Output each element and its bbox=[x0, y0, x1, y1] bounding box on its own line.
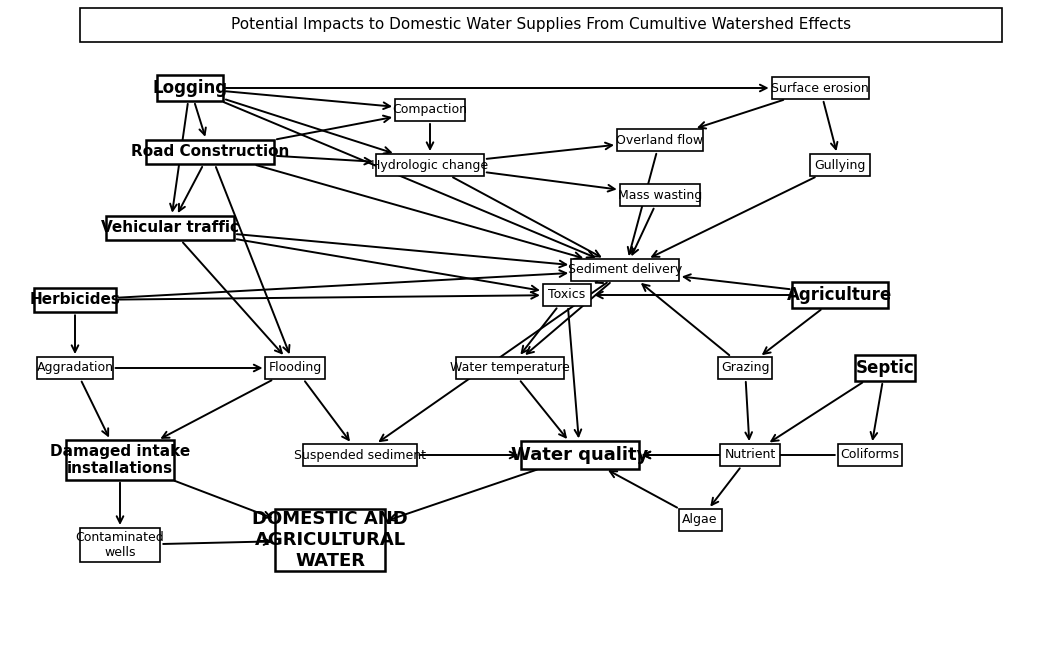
Bar bbox=[718, 357, 772, 379]
Bar bbox=[265, 357, 324, 379]
Bar bbox=[303, 444, 416, 466]
Text: Contaminated
wells: Contaminated wells bbox=[76, 531, 165, 559]
Text: Logging: Logging bbox=[152, 79, 227, 97]
Bar bbox=[34, 288, 116, 312]
Text: Toxics: Toxics bbox=[549, 288, 586, 302]
Text: Vehicular traffic: Vehicular traffic bbox=[101, 221, 239, 235]
Bar bbox=[617, 129, 703, 151]
Text: Agriculture: Agriculture bbox=[787, 286, 892, 304]
Text: Gullying: Gullying bbox=[814, 159, 866, 171]
Text: Coliforms: Coliforms bbox=[840, 448, 900, 462]
Bar bbox=[571, 259, 679, 281]
Bar bbox=[679, 509, 722, 531]
Bar bbox=[543, 284, 591, 306]
Bar bbox=[146, 140, 274, 165]
Bar bbox=[106, 215, 234, 240]
Text: Aggradation: Aggradation bbox=[37, 361, 113, 375]
Text: Road Construction: Road Construction bbox=[131, 145, 290, 159]
Text: DOMESTIC AND
AGRICULTURAL
WATER: DOMESTIC AND AGRICULTURAL WATER bbox=[253, 510, 408, 570]
Text: Algae: Algae bbox=[682, 514, 718, 527]
Text: Surface erosion: Surface erosion bbox=[772, 82, 869, 94]
Text: Herbicides: Herbicides bbox=[30, 292, 120, 308]
Bar bbox=[721, 444, 780, 466]
Bar bbox=[376, 154, 484, 176]
Text: Water temperature: Water temperature bbox=[450, 361, 570, 375]
Bar bbox=[395, 99, 465, 121]
Bar bbox=[521, 442, 638, 469]
Bar bbox=[855, 355, 914, 381]
Bar bbox=[80, 8, 1002, 42]
Text: Water quality: Water quality bbox=[512, 446, 649, 464]
Text: Overland flow: Overland flow bbox=[616, 134, 704, 147]
Bar bbox=[619, 184, 701, 206]
Text: Hydrologic change: Hydrologic change bbox=[371, 159, 488, 171]
Text: Suspended sediment: Suspended sediment bbox=[294, 448, 426, 462]
Text: Flooding: Flooding bbox=[268, 361, 321, 375]
Bar bbox=[37, 357, 113, 379]
Text: Septic: Septic bbox=[855, 359, 914, 377]
Bar bbox=[457, 357, 563, 379]
Bar bbox=[838, 444, 903, 466]
Text: Potential Impacts to Domestic Water Supplies From Cumultive Watershed Effects: Potential Impacts to Domestic Water Supp… bbox=[230, 17, 851, 33]
Bar bbox=[811, 154, 870, 176]
Text: Damaged intake
installations: Damaged intake installations bbox=[50, 444, 190, 476]
Text: Mass wasting: Mass wasting bbox=[618, 189, 702, 201]
Bar bbox=[793, 282, 888, 308]
Bar bbox=[79, 528, 161, 562]
Text: Sediment delivery: Sediment delivery bbox=[568, 264, 682, 276]
Bar bbox=[275, 508, 385, 571]
Bar bbox=[66, 440, 174, 480]
Bar bbox=[772, 77, 869, 99]
Bar bbox=[156, 75, 223, 101]
Text: Nutrient: Nutrient bbox=[724, 448, 776, 462]
Text: Grazing: Grazing bbox=[721, 361, 769, 375]
Text: Compaction: Compaction bbox=[392, 104, 467, 116]
